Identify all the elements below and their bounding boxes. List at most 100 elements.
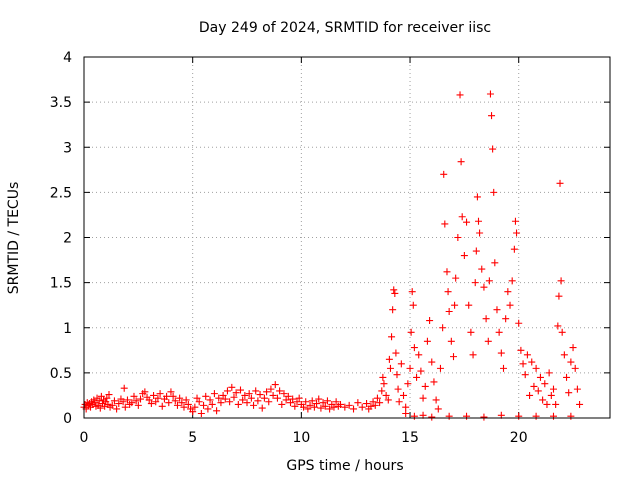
data-point [423, 337, 431, 345]
data-point [280, 390, 288, 398]
data-point [371, 401, 379, 409]
data-point [406, 364, 414, 372]
data-point [457, 158, 465, 166]
data-point [428, 358, 436, 366]
data-point [517, 346, 525, 354]
data-point [173, 401, 181, 409]
data-point [382, 391, 390, 399]
data-point [341, 403, 349, 411]
data-point [245, 390, 253, 398]
y-tick-label: 3.5 [50, 95, 72, 111]
data-point [232, 389, 240, 397]
data-point [491, 259, 499, 267]
data-point [223, 387, 231, 395]
data-point [563, 373, 571, 381]
data-point [158, 402, 166, 410]
data-point [308, 397, 316, 405]
data-point [430, 378, 438, 386]
data-point [121, 403, 129, 411]
data-point [302, 398, 310, 406]
data-point [513, 229, 521, 237]
data-point [373, 394, 381, 402]
y-tick-label: 4 [63, 50, 72, 66]
data-point [445, 412, 453, 420]
data-point [434, 405, 442, 413]
data-point [169, 392, 177, 400]
x-tick-label: 5 [188, 430, 197, 446]
data-point [532, 364, 540, 372]
y-tick-label: 3 [63, 140, 72, 156]
data-point [395, 398, 403, 406]
x-tick-label: 0 [80, 430, 89, 446]
data-point [276, 387, 284, 395]
data-point [541, 380, 549, 388]
data-point [532, 412, 540, 420]
data-point [145, 396, 153, 404]
data-point [486, 90, 494, 98]
data-point [519, 360, 527, 368]
data-point [447, 337, 455, 345]
data-point [367, 402, 375, 410]
data-point [515, 412, 523, 420]
data-point [417, 367, 425, 375]
data-point [326, 405, 334, 413]
data-point [120, 384, 128, 392]
data-point [576, 400, 584, 408]
y-tick-label: 1 [63, 321, 72, 337]
data-point [363, 400, 371, 408]
data-point [511, 217, 519, 225]
data-point [484, 337, 492, 345]
data-point [443, 268, 451, 276]
data-point [386, 364, 394, 372]
data-point [493, 306, 501, 314]
data-point [358, 403, 366, 411]
data-point [549, 385, 557, 393]
data-point [439, 324, 447, 332]
data-point [393, 371, 401, 379]
data-point [310, 403, 318, 411]
data-point [239, 396, 247, 404]
data-point [247, 394, 255, 402]
data-point [96, 404, 104, 412]
data-point [404, 380, 412, 388]
data-point [103, 394, 111, 402]
data-point [306, 401, 314, 409]
data-point [134, 401, 142, 409]
data-point [536, 373, 544, 381]
data-point [130, 392, 138, 400]
data-point [110, 397, 118, 405]
data-point [526, 391, 534, 399]
data-point [321, 402, 329, 410]
data-point [488, 112, 496, 120]
data-point [236, 386, 244, 394]
data-point [413, 373, 421, 381]
data-point [204, 405, 212, 413]
y-tick-label: 1.5 [50, 276, 72, 292]
data-point [409, 301, 417, 309]
x-tick-label: 10 [292, 430, 310, 446]
data-point [295, 394, 303, 402]
data-point [402, 403, 410, 411]
data-point [458, 213, 466, 221]
data-point [319, 399, 327, 407]
data-point [273, 394, 281, 402]
data-point [380, 380, 388, 388]
data-point [137, 395, 145, 403]
data-point [206, 396, 214, 404]
data-point [180, 403, 188, 411]
data-point [506, 301, 514, 309]
data-point [521, 371, 529, 379]
data-point [515, 319, 523, 327]
data-point [286, 399, 294, 407]
data-point [200, 401, 208, 409]
data-point [421, 382, 429, 390]
data-point [441, 220, 449, 228]
data-point [182, 396, 190, 404]
data-point [213, 407, 221, 415]
data-point [428, 413, 436, 421]
grid [84, 57, 610, 418]
y-tick-label: 2.5 [50, 185, 72, 201]
data-point [219, 391, 227, 399]
data-point [569, 344, 577, 352]
